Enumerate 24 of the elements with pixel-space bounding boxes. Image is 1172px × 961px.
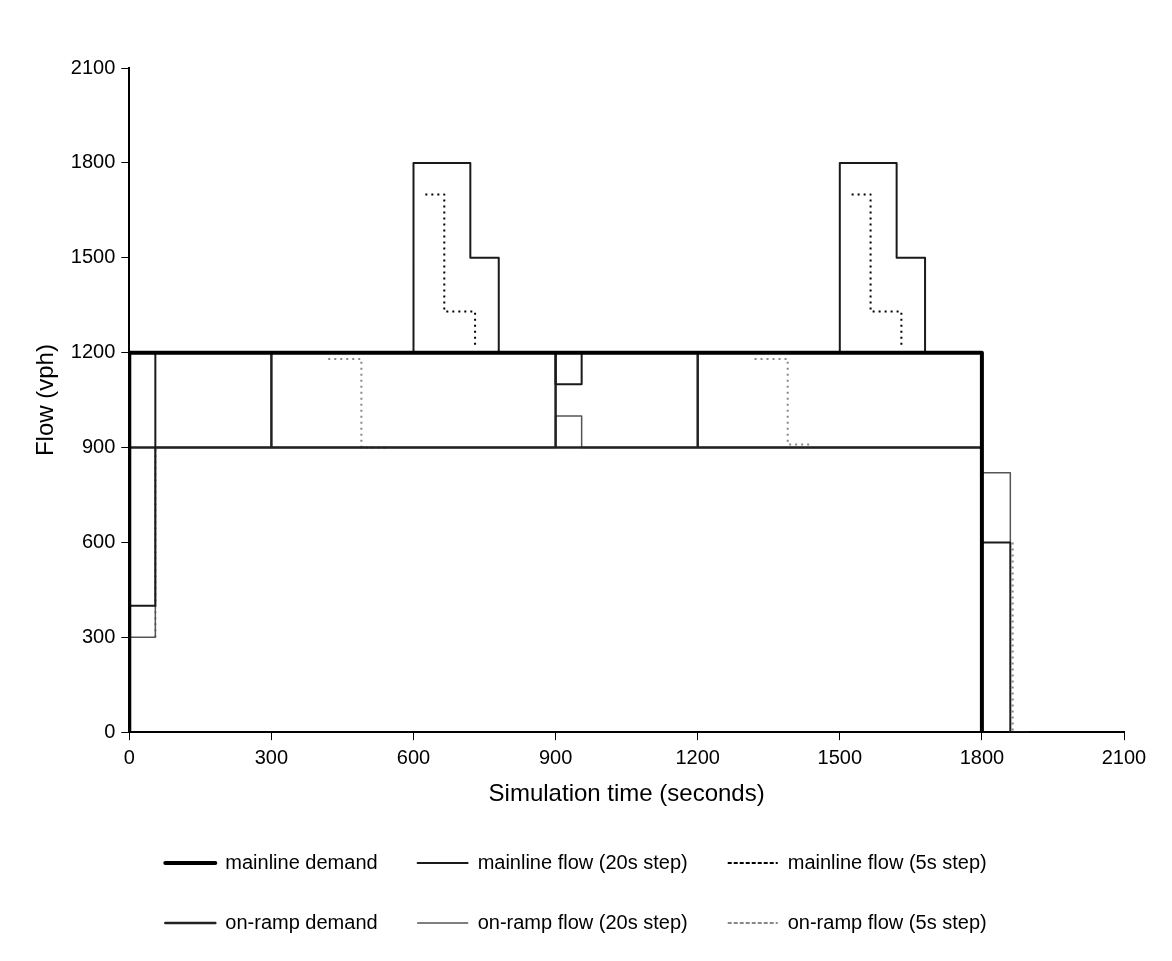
x-tick-label: 300 [254,745,289,768]
y-tick-label: 1500 [70,245,116,268]
x-tick-label: 1200 [675,745,720,768]
legend-label: on-ramp flow (20s step) [477,910,688,933]
x-tick-label: 1800 [959,745,1005,768]
y-tick-label: 600 [81,529,116,552]
y-tick-label: 1800 [70,150,116,173]
legend-label: on-ramp flow (5s step) [787,910,987,933]
legend-label: mainline flow (5s step) [787,850,987,873]
y-tick-label: 2100 [70,55,116,78]
x-tick-label: 900 [538,745,573,768]
x-tick-label: 2100 [1101,745,1147,768]
y-axis-title: Flow (vph) [31,344,59,457]
x-tick-label: 600 [396,745,431,768]
x-tick-label: 0 [123,745,135,768]
x-tick-label: 1500 [817,745,863,768]
y-tick-label: 900 [81,435,116,458]
x-axis-title: Simulation time (seconds) [488,779,765,807]
y-tick-label: 0 [104,719,116,742]
legend-label: mainline demand [225,850,378,873]
legend-label: mainline flow (20s step) [477,850,688,873]
y-tick-label: 1200 [70,340,116,363]
legend-label: on-ramp demand [225,910,378,933]
y-tick-label: 300 [81,624,116,647]
